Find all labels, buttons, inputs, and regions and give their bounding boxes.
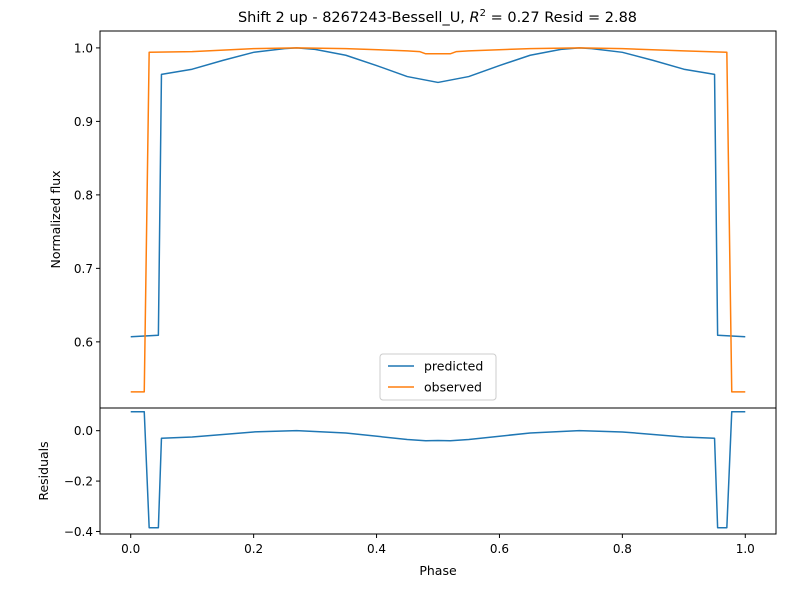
series-line-residual (131, 412, 746, 528)
flux-series-group (131, 48, 746, 392)
series-line-predicted (131, 48, 746, 337)
flux-plot-frame (100, 31, 776, 408)
residuals-y-tick-label: 0.0 (74, 424, 93, 438)
phase-x-tick-label: 0.8 (613, 542, 632, 556)
legend-label-observed: observed (424, 380, 482, 395)
flux-y-tick-label: 0.7 (74, 262, 93, 276)
title-r: R (470, 10, 480, 26)
title-suffix: = 0.27 Resid = 2.88 (486, 10, 637, 26)
title-prefix: Shift 2 up - 8267243-Bessell_U, (238, 10, 470, 26)
legend-label-predicted: predicted (424, 359, 483, 374)
chart-title: Shift 2 up - 8267243-Bessell_U, R2 = 0.2… (238, 8, 637, 26)
phase-x-tick-label: 1.0 (736, 542, 755, 556)
phase-x-tick-label: 0.0 (121, 542, 140, 556)
residuals-y-axis-label: Residuals (36, 441, 51, 500)
series-line-observed (131, 48, 746, 392)
flux-y-ticks: 0.6 0.7 0.8 0.9 1.0 (74, 41, 100, 349)
phase-x-ticks: 0.0 0.2 0.4 0.6 0.8 1.0 (121, 534, 755, 556)
flux-y-tick-label: 0.8 (74, 188, 93, 202)
residuals-y-ticks: 0.0 −0.2 −0.4 (64, 424, 100, 539)
residuals-panel: 0.0 −0.2 −0.4 0.0 0.2 0.4 0.6 0.8 1.0 Residuals… (36, 408, 776, 578)
phase-x-axis-label: Phase (419, 563, 457, 578)
residuals-series-group (131, 412, 746, 528)
phase-x-tick-label: 0.4 (367, 542, 386, 556)
legend: predicted observed (380, 354, 496, 400)
phase-x-tick-label: 0.2 (244, 542, 263, 556)
flux-y-axis-label: Normalized flux (48, 170, 63, 268)
residuals-plot-frame (100, 408, 776, 534)
flux-y-tick-label: 0.9 (74, 115, 93, 129)
residuals-y-tick-label: −0.4 (64, 525, 93, 539)
flux-y-tick-label: 1.0 (74, 41, 93, 55)
flux-y-tick-label: 0.6 (74, 335, 93, 349)
residuals-y-tick-label: −0.2 (64, 475, 93, 489)
phase-x-tick-label: 0.6 (490, 542, 509, 556)
flux-panel: 0.6 0.7 0.8 0.9 1.0 Normalized flux predicte… (48, 31, 776, 408)
